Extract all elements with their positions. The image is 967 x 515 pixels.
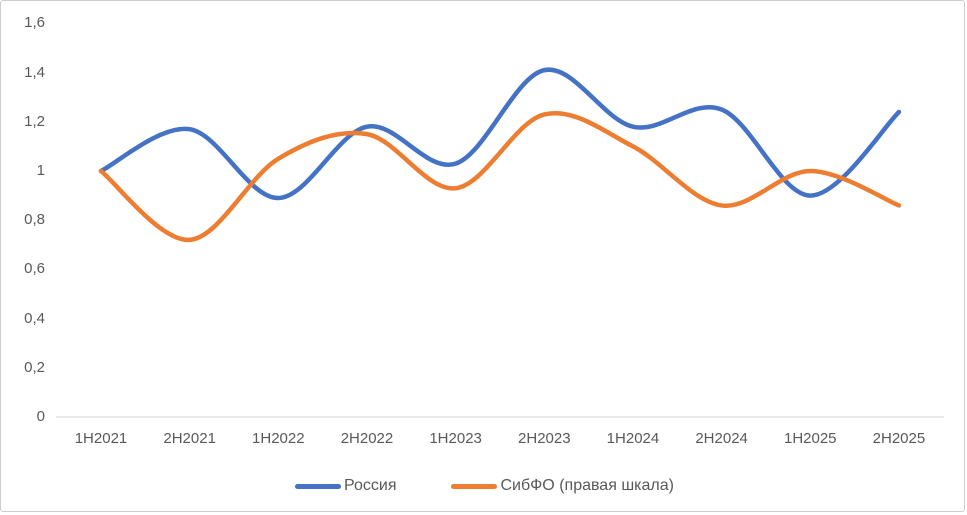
x-tick-label: 1H2025 (783, 430, 837, 447)
x-tick-label: 2H2024 (695, 430, 748, 447)
y-tick-label: 0,4 (24, 309, 45, 327)
x-tick-label: 1H2024 (606, 430, 660, 447)
russia-series-line (98, 67, 902, 201)
legend: Россия СибФО (правая шкала) (1, 472, 967, 500)
x-tick-label: 2H2023 (518, 430, 571, 447)
y-tick-label: 1,2 (24, 112, 45, 130)
y-tick-label: 0,8 (24, 211, 45, 229)
y-tick-label: 1,4 (24, 63, 45, 81)
sibfo-line-marker-icon (451, 483, 498, 489)
y-tick-label: 0 (36, 408, 45, 425)
russia-line-marker-icon (295, 483, 342, 489)
legend-label-russia: Россия (344, 477, 397, 494)
x-tick-label: 1H2022 (252, 430, 305, 447)
legend-item-russia: Россия (295, 477, 396, 495)
y-tick-label: 0,2 (24, 358, 45, 376)
x-tick-label: 2H2022 (340, 430, 394, 447)
x-tick-label: 1H2023 (429, 430, 482, 447)
y-tick-label: 1,6 (24, 14, 45, 32)
x-tick-label: 2H2025 (872, 430, 926, 447)
sibfo-series-line (98, 111, 902, 243)
y-tick-label: 0,6 (24, 260, 45, 278)
legend-item-sibfo: СибФО (правая шкала) (451, 477, 674, 495)
x-tick-label: 2H2021 (163, 430, 216, 447)
y-tick-label: 1 (36, 162, 45, 179)
x-tick-label: 1H2021 (74, 430, 128, 447)
legend-label-sibfo: СибФО (правая шкала) (500, 477, 674, 494)
